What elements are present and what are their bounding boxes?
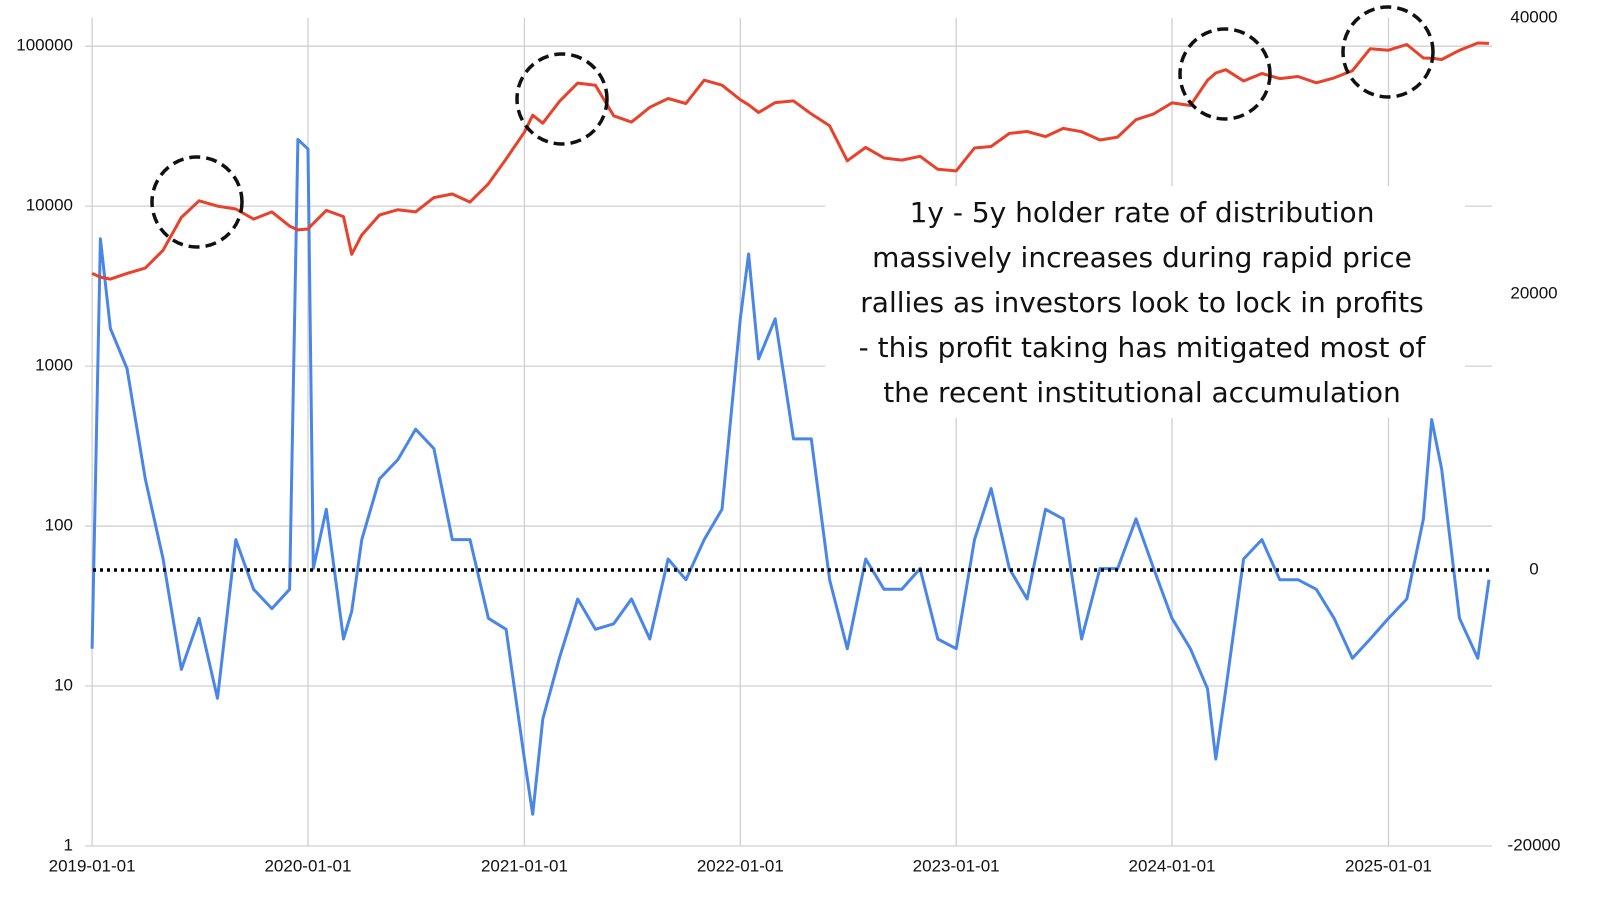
x-tick-label: 2021-01-01 xyxy=(481,856,568,875)
x-tick-label: 2025-01-01 xyxy=(1345,856,1432,875)
y-tick-label: 1 xyxy=(64,835,73,854)
y2-tick-label: 20000 xyxy=(1510,283,1557,302)
x-tick-label: 2022-01-01 xyxy=(697,856,784,875)
annotation-text: rallies as investors look to lock in pro… xyxy=(860,286,1423,319)
highlight-circle xyxy=(1341,5,1435,99)
y2-tick-label: -20000 xyxy=(1508,835,1561,854)
highlight-circle xyxy=(150,155,244,249)
y-tick-label: 10000 xyxy=(26,196,73,215)
highlight-circle xyxy=(515,52,609,146)
highlight-circle xyxy=(1178,27,1272,121)
annotation-text: - this profit taking has mitigated most … xyxy=(859,331,1427,364)
annotation-text: 1y - 5y holder rate of distribution xyxy=(910,196,1375,229)
y-tick-label: 10 xyxy=(54,676,73,695)
x-tick-label: 2020-01-01 xyxy=(264,856,351,875)
series-line xyxy=(91,41,1490,281)
y-tick-label: 100000 xyxy=(16,36,73,55)
y2-tick-label: 0 xyxy=(1529,559,1538,578)
x-tick-label: 2024-01-01 xyxy=(1129,856,1216,875)
y-tick-label: 1000 xyxy=(35,356,73,375)
annotation-text: the recent institutional accumulation xyxy=(883,376,1401,409)
y-tick-label: 100 xyxy=(45,516,73,535)
x-tick-label: 2019-01-01 xyxy=(49,856,136,875)
annotation-text: massively increases during rapid price xyxy=(872,241,1412,274)
annotation-box xyxy=(825,186,1465,418)
series-line xyxy=(90,137,1491,816)
x-tick-label: 2023-01-01 xyxy=(913,856,1000,875)
y2-tick-label: 40000 xyxy=(1510,7,1557,26)
